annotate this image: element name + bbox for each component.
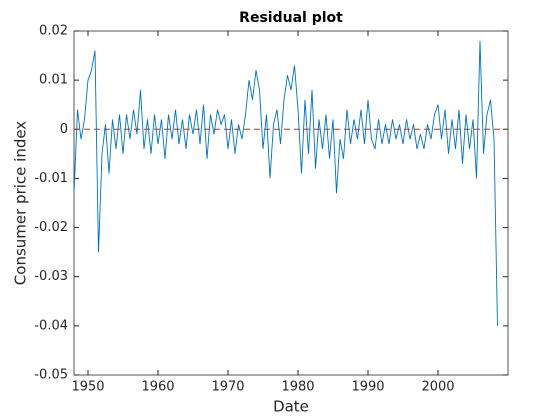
y-tick-label: -0.02: [34, 220, 68, 235]
x-tick-label: 1990: [351, 380, 384, 395]
x-tick-label: 1980: [281, 380, 314, 395]
y-tick-label: -0.05: [34, 368, 68, 383]
x-tick-label: 1960: [141, 380, 174, 395]
y-tick-label: 0.02: [39, 24, 68, 39]
x-tick-label: 1970: [211, 380, 244, 395]
y-tick-label: -0.04: [34, 318, 68, 333]
x-tick-label: 1950: [71, 380, 104, 395]
x-tick-label: 2000: [421, 380, 454, 395]
x-axis-label: Date: [273, 398, 309, 416]
y-tick-label: 0.01: [39, 73, 68, 88]
y-tick-label: 0: [60, 122, 68, 137]
chart-title: Residual plot: [239, 10, 343, 26]
y-axis-label: Consumer price index: [12, 121, 30, 286]
y-tick-label: -0.01: [34, 171, 68, 186]
data-line: [73, 40, 498, 326]
y-tick-label: -0.03: [34, 269, 68, 284]
plot-box: [73, 30, 509, 376]
